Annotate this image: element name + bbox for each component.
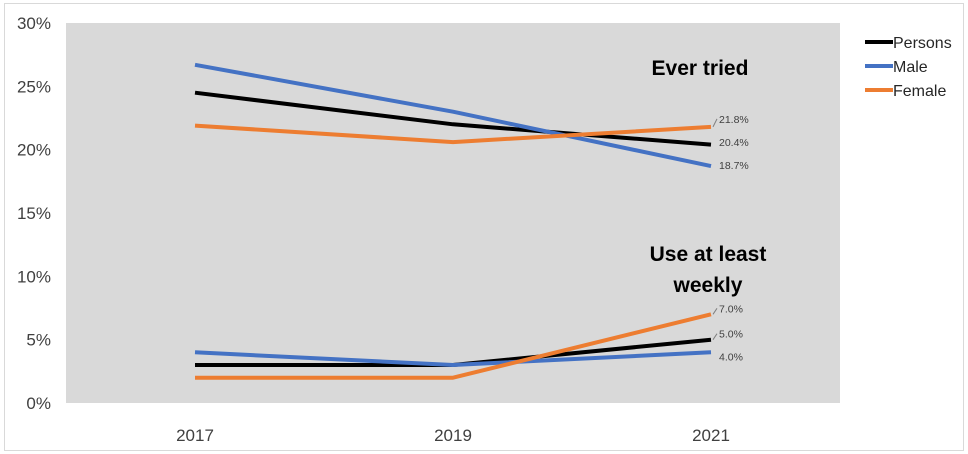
- y-tick-label: 0%: [26, 394, 51, 413]
- legend-label-female: Female: [893, 83, 946, 100]
- data-label: 5.0%: [719, 329, 743, 341]
- y-tick-label: 5%: [26, 331, 51, 350]
- data-label: 21.8%: [719, 114, 749, 126]
- legend: Persons Male Female: [865, 35, 952, 100]
- annotation-ever-tried: Ever tried: [652, 57, 749, 80]
- series-line-male-weekly: [194, 350, 712, 367]
- series-line-persons-ever-tried: [194, 90, 712, 147]
- data-label: 7.0%: [719, 303, 743, 315]
- plot-area: [66, 23, 840, 403]
- data-label-leaders: [712, 118, 718, 340]
- series-line-male-ever-tried: [194, 62, 712, 169]
- x-axis-ticks: 2017 2019 2021: [176, 426, 730, 445]
- annotation-use-at-least-weekly-line1: Use at least: [650, 243, 767, 266]
- data-label-leader: [712, 118, 718, 128]
- series-lines: [194, 62, 712, 380]
- y-tick-label: 10%: [17, 267, 51, 286]
- legend-label-persons: Persons: [893, 35, 952, 52]
- x-tick-label: 2017: [176, 426, 214, 445]
- y-tick-label: 30%: [17, 14, 51, 33]
- data-label-leader: [712, 308, 718, 315]
- data-label-leader: [712, 333, 718, 340]
- annotation-use-at-least-weekly-line2: weekly: [673, 274, 743, 297]
- y-tick-label: 20%: [17, 141, 51, 160]
- data-label: 20.4%: [719, 137, 749, 149]
- data-labels: 21.8% 20.4% 18.7% 7.0% 5.0% 4.0%: [719, 114, 749, 364]
- series-line-female-weekly: [195, 312, 712, 380]
- legend-label-male: Male: [893, 59, 928, 76]
- y-tick-label: 25%: [17, 77, 51, 96]
- data-label: 18.7%: [719, 160, 749, 172]
- series-line-female-ever-tried: [194, 123, 712, 145]
- y-tick-label: 15%: [17, 204, 51, 223]
- data-label: 4.0%: [719, 352, 743, 364]
- y-axis-ticks: 0% 5% 10% 15% 20% 25% 30%: [17, 14, 51, 413]
- group-annotations: Ever tried Use at least weekly: [650, 57, 767, 297]
- x-tick-label: 2019: [434, 426, 472, 445]
- x-tick-label: 2021: [692, 426, 730, 445]
